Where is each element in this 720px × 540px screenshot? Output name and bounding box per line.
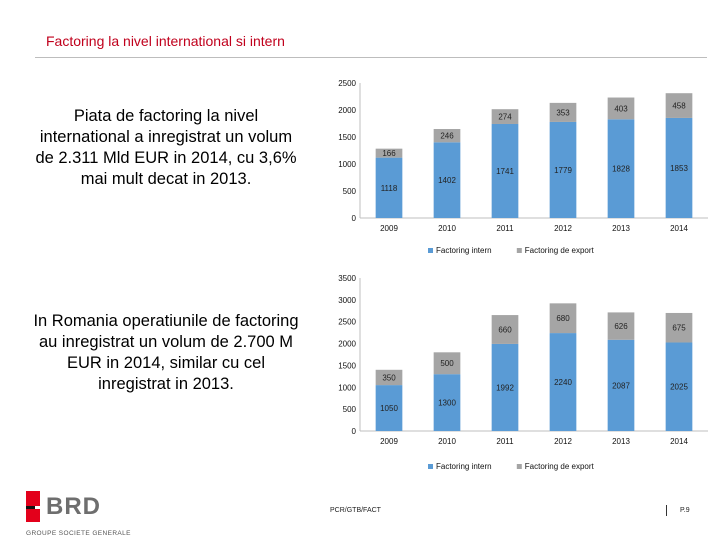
bar-export bbox=[433, 129, 461, 143]
legend-label: Factoring de export bbox=[525, 246, 595, 255]
bar-intern bbox=[433, 142, 461, 218]
romania-factoring-chart: 0 500 1000 1500 2000 2500 3000 3500 1050 350 2009 1… bbox=[338, 274, 708, 471]
title-divider bbox=[35, 57, 707, 58]
data-label: 350 bbox=[382, 373, 396, 382]
legend-swatch bbox=[428, 248, 433, 253]
y-tick-label: 3000 bbox=[338, 296, 356, 305]
data-label: 1402 bbox=[438, 176, 456, 185]
x-tick-label: 2014 bbox=[670, 437, 688, 446]
data-label: 403 bbox=[614, 104, 628, 113]
x-tick-label: 2011 bbox=[496, 437, 514, 446]
data-label: 1779 bbox=[554, 166, 572, 175]
x-tick-label: 2009 bbox=[380, 224, 398, 233]
data-label: 1118 bbox=[381, 184, 398, 193]
legend-swatch bbox=[516, 248, 522, 253]
footer-separator bbox=[666, 505, 667, 516]
y-tick-label: 2000 bbox=[338, 340, 356, 349]
data-label: 2087 bbox=[612, 381, 630, 390]
data-label: 1741 bbox=[496, 167, 514, 176]
bar-intern bbox=[433, 374, 461, 431]
bar-export bbox=[607, 312, 635, 340]
x-tick-label: 2010 bbox=[438, 437, 456, 446]
bar-export bbox=[375, 369, 403, 386]
y-tick-label: 1500 bbox=[338, 133, 356, 142]
bar-intern bbox=[375, 157, 403, 218]
data-label: 1050 bbox=[380, 404, 398, 413]
bar-export bbox=[665, 312, 693, 343]
footer-code: PCR/GTB/FACT bbox=[330, 507, 381, 514]
data-label: 626 bbox=[614, 322, 628, 331]
bar-export bbox=[549, 102, 577, 122]
x-tick-label: 2009 bbox=[380, 437, 398, 446]
data-label: 680 bbox=[556, 314, 570, 323]
x-tick-label: 2012 bbox=[554, 437, 572, 446]
bar-intern bbox=[491, 123, 519, 218]
bar-export bbox=[491, 315, 519, 344]
bar-intern bbox=[607, 339, 635, 431]
international-summary-text: Piata de factoring la nivel internationa… bbox=[35, 107, 297, 188]
x-tick-label: 2013 bbox=[612, 224, 630, 233]
data-label: 660 bbox=[498, 325, 512, 334]
bar-intern bbox=[491, 343, 519, 431]
y-tick-label: 0 bbox=[352, 214, 357, 223]
bar-export bbox=[375, 148, 403, 158]
y-tick-label: 2500 bbox=[338, 79, 356, 88]
y-tick-label: 1000 bbox=[338, 383, 356, 392]
legend-label: Factoring de export bbox=[525, 462, 595, 471]
data-label: 1853 bbox=[670, 164, 688, 173]
y-tick-label: 2000 bbox=[338, 106, 356, 115]
y-tick-label: 500 bbox=[343, 405, 357, 414]
bar-export bbox=[433, 352, 461, 375]
romania-summary-text: In Romania operatiunile de factoring au … bbox=[33, 312, 299, 393]
bar-intern bbox=[375, 385, 403, 431]
bar-intern bbox=[549, 121, 577, 218]
brd-logo-stripe-dark bbox=[26, 506, 35, 509]
data-label: 1300 bbox=[438, 399, 456, 408]
data-label: 274 bbox=[498, 113, 512, 122]
data-label: 2240 bbox=[554, 378, 572, 387]
bar-intern bbox=[549, 333, 577, 431]
y-tick-label: 500 bbox=[343, 187, 357, 196]
x-tick-label: 2010 bbox=[438, 224, 456, 233]
legend-swatch bbox=[428, 464, 433, 469]
y-tick-label: 1500 bbox=[338, 361, 356, 370]
page-number: P.9 bbox=[680, 507, 690, 514]
x-tick-label: 2011 bbox=[496, 224, 514, 233]
data-label: 500 bbox=[440, 359, 454, 368]
x-tick-label: 2012 bbox=[554, 224, 572, 233]
legend-label: Factoring intern bbox=[436, 462, 492, 471]
y-tick-label: 2500 bbox=[338, 318, 356, 327]
bar-export bbox=[607, 97, 635, 120]
data-label: 1828 bbox=[612, 165, 630, 174]
data-label: 675 bbox=[672, 324, 686, 333]
data-label: 1992 bbox=[496, 383, 514, 392]
x-tick-label: 2014 bbox=[670, 224, 688, 233]
bar-intern bbox=[665, 117, 693, 218]
bar-export bbox=[491, 109, 519, 124]
brd-logo-name: BRD bbox=[46, 493, 101, 520]
international-factoring-chart: 0 500 1000 1500 2000 2500 1118 166 2009 1402 246 20… bbox=[338, 79, 708, 255]
x-tick-label: 2013 bbox=[612, 437, 630, 446]
bar-intern bbox=[607, 119, 635, 218]
y-tick-label: 3500 bbox=[338, 274, 356, 283]
brd-logo-subtitle: GROUPE SOCIETE GENERALE bbox=[26, 530, 131, 537]
bar-export bbox=[549, 303, 577, 334]
data-label: 458 bbox=[672, 102, 686, 111]
legend-label: Factoring intern bbox=[436, 246, 492, 255]
y-tick-label: 1000 bbox=[338, 160, 356, 169]
data-label: 353 bbox=[556, 108, 570, 117]
data-label: 2025 bbox=[670, 383, 688, 392]
bar-export bbox=[665, 93, 693, 118]
bar-intern bbox=[665, 342, 693, 431]
legend-swatch bbox=[516, 464, 522, 469]
y-tick-label: 0 bbox=[352, 427, 357, 436]
page-title: Factoring la nivel international si inte… bbox=[46, 33, 285, 49]
data-label: 246 bbox=[440, 132, 454, 141]
data-label: 166 bbox=[382, 149, 396, 158]
